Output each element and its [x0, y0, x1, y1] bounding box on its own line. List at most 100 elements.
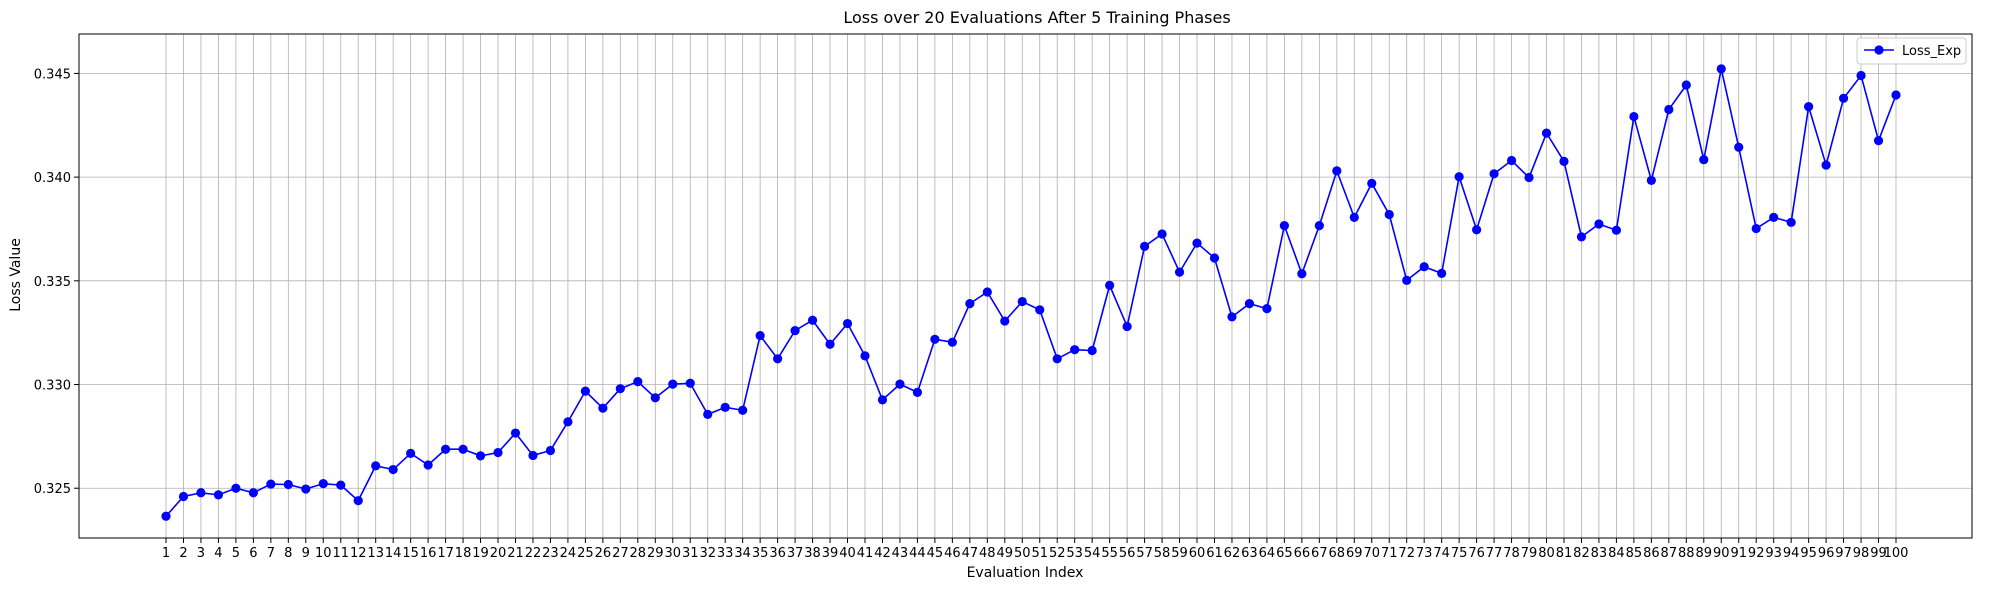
- series-line: [165, 68, 1897, 517]
- x-tick-label: 39: [822, 546, 839, 561]
- data-point: [1594, 219, 1604, 229]
- data-point: [860, 351, 870, 361]
- x-tick-label: 55: [1101, 546, 1118, 561]
- data-point: [1437, 268, 1447, 278]
- x-tick-label: 86: [1643, 546, 1660, 561]
- data-point: [912, 387, 923, 397]
- legend: Loss_Exp: [1856, 37, 1967, 65]
- data-point: [1576, 232, 1587, 242]
- x-tick-label: 88: [1678, 546, 1695, 561]
- legend-marker: [1874, 45, 1884, 55]
- x-tick-label: 56: [1119, 546, 1136, 561]
- data-point: [1489, 169, 1499, 179]
- x-tick-label: 92: [1748, 546, 1765, 561]
- x-tick-label: 58: [1154, 546, 1171, 561]
- x-tick-label: 24: [560, 546, 577, 561]
- data-point: [1472, 225, 1482, 235]
- data-point: [1734, 142, 1744, 152]
- x-tick-label: 54: [1084, 546, 1101, 561]
- data-point: [825, 339, 835, 349]
- data-point: [528, 450, 538, 461]
- data-point: [1279, 221, 1289, 231]
- plot-frame: [78, 33, 1973, 539]
- x-tick-label: 2: [179, 546, 187, 561]
- x-tick-label: 7: [267, 546, 275, 561]
- x-tick-label: 1: [162, 546, 170, 561]
- data-point: [685, 378, 695, 388]
- data-point: [1017, 296, 1027, 307]
- x-tick-label: 51: [1031, 546, 1048, 561]
- data-point: [196, 488, 206, 498]
- data-point: [458, 444, 468, 454]
- data-point: [877, 395, 888, 405]
- x-tick-label: 87: [1661, 546, 1678, 561]
- data-point: [738, 405, 748, 415]
- x-tick-label: 25: [577, 546, 594, 561]
- x-tick-label: 69: [1346, 546, 1363, 561]
- data-point: [1629, 111, 1639, 122]
- x-tick-label: 21: [507, 546, 524, 561]
- x-tick-label: 81: [1556, 546, 1573, 561]
- data-point: [1367, 178, 1377, 188]
- data-point: [336, 480, 346, 490]
- chart-title: Loss over 20 Evaluations After 5 Trainin…: [843, 8, 1230, 27]
- data-point: [1035, 305, 1045, 315]
- y-tick-label: 0.335: [34, 275, 71, 290]
- data-point: [1611, 225, 1622, 235]
- x-tick-label: 29: [647, 546, 664, 561]
- x-tick-label: 94: [1783, 546, 1800, 561]
- x-tick-label: 41: [857, 546, 874, 561]
- legend-box: [1856, 37, 1967, 65]
- x-tick-label: 27: [612, 546, 629, 561]
- data-point: [1297, 269, 1307, 279]
- x-tick-label: 79: [1521, 546, 1538, 561]
- data-point: [1891, 90, 1901, 100]
- x-axis-label: Evaluation Index: [967, 565, 1084, 581]
- x-tick-label: 99: [1870, 546, 1887, 561]
- data-point: [283, 479, 293, 490]
- x-tick-label: 6: [249, 546, 257, 561]
- x-tick-label: 45: [927, 546, 944, 561]
- data-point: [423, 460, 433, 470]
- x-tick-label: 49: [997, 546, 1014, 561]
- data-point: [406, 448, 416, 458]
- x-tick-label: 77: [1486, 546, 1503, 561]
- x-tick-label: 5: [232, 546, 240, 561]
- x-tick-label: 95: [1800, 546, 1817, 561]
- x-tick-label: 85: [1626, 546, 1643, 561]
- x-tick-label: 80: [1538, 546, 1555, 561]
- x-tick-label: 61: [1206, 546, 1223, 561]
- data-point: [755, 330, 765, 341]
- x-tick-label: 73: [1416, 546, 1433, 561]
- data-point: [1209, 253, 1220, 263]
- data-point: [371, 461, 381, 471]
- data-point: [1856, 70, 1866, 81]
- data-point: [248, 488, 258, 498]
- x-tick-label: 12: [350, 546, 367, 561]
- data-point: [895, 379, 905, 389]
- x-tick-label: 26: [595, 546, 612, 561]
- data-point: [650, 393, 660, 403]
- x-tick-label: 93: [1765, 546, 1782, 561]
- data-point: [930, 334, 940, 344]
- data-point: [1139, 241, 1150, 251]
- x-tick-label: 90: [1713, 546, 1730, 561]
- legend-label: Loss_Exp: [1902, 44, 1961, 59]
- data-point: [598, 403, 608, 413]
- x-tick-label: 96: [1818, 546, 1835, 561]
- y-tick-label: 0.340: [34, 171, 71, 186]
- data-point: [1716, 64, 1726, 74]
- x-tick-label: 16: [420, 546, 437, 561]
- x-tick-label: 30: [664, 546, 681, 561]
- data-point: [1262, 304, 1272, 314]
- x-tick-label: 34: [734, 546, 751, 561]
- x-tick-label: 36: [769, 546, 786, 561]
- data-point: [1559, 156, 1569, 166]
- data-point: [1751, 223, 1761, 234]
- x-tick-label: 53: [1066, 546, 1083, 561]
- x-tick-label: 28: [630, 546, 647, 561]
- x-tick-label: 20: [490, 546, 507, 561]
- x-tick-label: 40: [839, 546, 856, 561]
- x-tick-label: 75: [1451, 546, 1468, 561]
